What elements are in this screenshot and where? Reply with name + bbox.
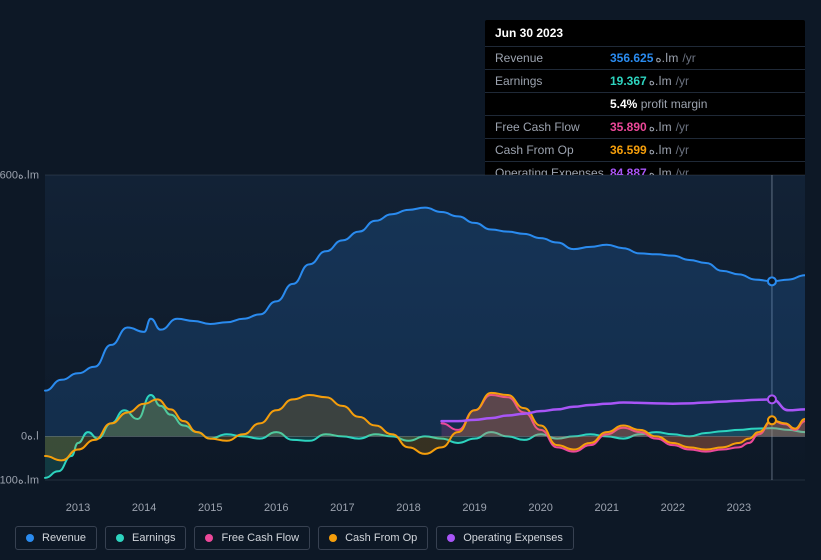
x-tick-label: 2016 bbox=[264, 502, 288, 514]
x-axis-labels: 2013 2014 2015 2016 2017 2018 2019 2020 2021 2022… bbox=[15, 502, 805, 520]
legend-dot-icon bbox=[205, 534, 213, 542]
y-tick-label: 600ا.هm bbox=[0, 169, 39, 182]
tooltip-row-cash-from-op: Cash From Op36.599ا.هm/yr bbox=[485, 139, 805, 162]
legend-label: Free Cash Flow bbox=[221, 532, 299, 544]
tooltip-row-value: 356.625ا.هm/yr bbox=[610, 51, 696, 65]
legend-label: Earnings bbox=[132, 532, 175, 544]
x-tick-label: 2013 bbox=[66, 502, 90, 514]
legend-item-opex[interactable]: Operating Expenses bbox=[436, 526, 574, 550]
legend-item-earnings[interactable]: Earnings bbox=[105, 526, 186, 550]
legend-label: Revenue bbox=[42, 532, 86, 544]
legend-item-fcf[interactable]: Free Cash Flow bbox=[194, 526, 310, 550]
x-tick-label: 2023 bbox=[727, 502, 751, 514]
legend: Revenue Earnings Free Cash Flow Cash From O… bbox=[15, 526, 574, 550]
tooltip-row-label: Earnings bbox=[495, 74, 610, 88]
legend-dot-icon bbox=[116, 534, 124, 542]
legend-item-cfo[interactable]: Cash From Op bbox=[318, 526, 428, 550]
end-marker-opex bbox=[768, 395, 776, 403]
x-tick-label: 2015 bbox=[198, 502, 222, 514]
legend-dot-icon bbox=[26, 534, 34, 542]
x-tick-label: 2018 bbox=[396, 502, 420, 514]
tooltip-row-label: Cash From Op bbox=[495, 143, 610, 157]
legend-dot-icon bbox=[447, 534, 455, 542]
tooltip-row-free-cash-flow: Free Cash Flow35.890ا.هm/yr bbox=[485, 116, 805, 139]
legend-label: Cash From Op bbox=[345, 532, 417, 544]
legend-dot-icon bbox=[329, 534, 337, 542]
x-tick-label: 2019 bbox=[462, 502, 486, 514]
tooltip-row-label: Revenue bbox=[495, 51, 610, 65]
chart-area[interactable] bbox=[15, 160, 805, 500]
end-marker-revenue bbox=[768, 277, 776, 285]
x-tick-label: 2021 bbox=[594, 502, 618, 514]
x-tick-label: 2022 bbox=[661, 502, 685, 514]
tooltip-row-value: 36.599ا.هm/yr bbox=[610, 143, 689, 157]
tooltip-row-earnings: Earnings19.367ا.هm/yr bbox=[485, 70, 805, 93]
x-tick-label: 2014 bbox=[132, 502, 156, 514]
tooltip-row-value: 35.890ا.هm/yr bbox=[610, 120, 689, 134]
x-tick-label: 2017 bbox=[330, 502, 354, 514]
legend-label: Operating Expenses bbox=[463, 532, 563, 544]
tooltip-row-value: 19.367ا.هm/yr bbox=[610, 74, 689, 88]
tooltip-date: Jun 30 2023 bbox=[485, 20, 805, 47]
end-marker-cfo bbox=[768, 416, 776, 424]
chart-svg bbox=[15, 160, 805, 500]
y-tick-label: 0ا.ه bbox=[21, 430, 39, 443]
legend-item-revenue[interactable]: Revenue bbox=[15, 526, 97, 550]
y-tick-label: -100ا.هm bbox=[0, 474, 39, 487]
tooltip-row-label: Free Cash Flow bbox=[495, 120, 610, 134]
tooltip-row-profit-margin: 5.4% profit margin bbox=[485, 93, 805, 116]
x-tick-label: 2020 bbox=[528, 502, 552, 514]
tooltip-row-revenue: Revenue356.625ا.هm/yr bbox=[485, 47, 805, 70]
